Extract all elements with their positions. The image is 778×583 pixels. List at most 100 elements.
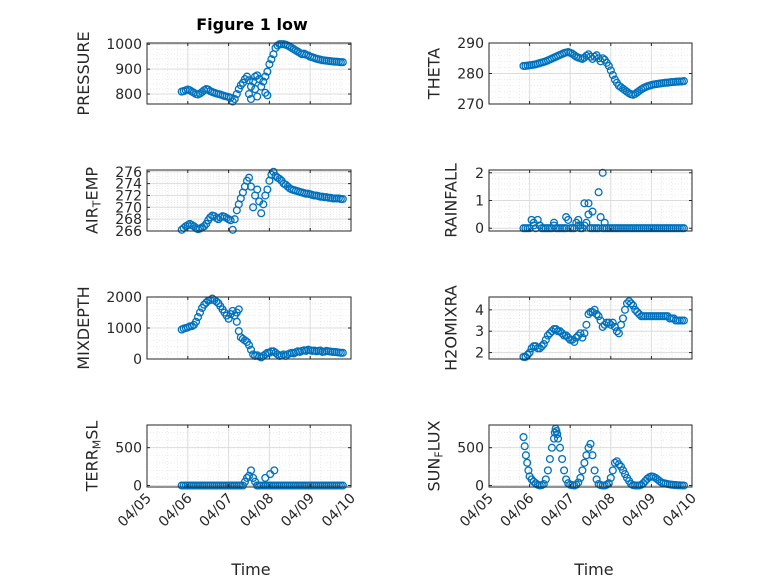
data-point xyxy=(263,67,272,76)
y-tick-label: 500 xyxy=(457,441,484,457)
data-point xyxy=(539,339,548,349)
data-point xyxy=(204,85,213,94)
data-point xyxy=(251,85,260,94)
data-point xyxy=(316,346,325,355)
data-point xyxy=(543,466,552,475)
data-point xyxy=(338,58,347,67)
data-point xyxy=(580,458,589,467)
data-point xyxy=(265,60,274,69)
data-point xyxy=(558,454,567,464)
x-tick-label: 04/07 xyxy=(538,491,578,531)
data-point xyxy=(614,329,623,338)
data-point xyxy=(592,310,601,319)
y-tick-label: 268 xyxy=(115,212,142,228)
data-point xyxy=(590,466,599,475)
data-point xyxy=(578,333,587,342)
data-series xyxy=(519,297,688,361)
data-point xyxy=(246,82,256,91)
data-point xyxy=(535,221,544,230)
y-tick-label: 280 xyxy=(457,67,484,83)
y-tick-label: 3 xyxy=(475,324,484,340)
y-tick-label: 272 xyxy=(115,188,142,204)
data-point xyxy=(224,314,233,323)
y-tick-label: 290 xyxy=(457,36,484,52)
data-point xyxy=(610,458,619,467)
y-tick-label: 2000 xyxy=(106,290,142,306)
axes-frame xyxy=(146,42,352,105)
data-point xyxy=(547,327,556,336)
data-series xyxy=(177,466,347,490)
axes-frame xyxy=(146,169,352,232)
data-point xyxy=(590,52,599,61)
x-axis-label-left: Time xyxy=(230,560,270,579)
data-point xyxy=(244,89,254,99)
data-point xyxy=(338,348,347,357)
data-point xyxy=(598,168,607,177)
data-point xyxy=(564,333,573,342)
data-point xyxy=(531,342,540,351)
data-point xyxy=(555,327,565,336)
data-point xyxy=(275,174,284,183)
data-point xyxy=(612,327,621,336)
y-tick-label: 276 xyxy=(115,165,142,181)
data-point xyxy=(594,312,603,321)
data-point xyxy=(551,325,561,334)
data-point xyxy=(545,454,554,464)
data-point xyxy=(679,224,688,233)
data-point xyxy=(230,94,239,104)
data-point xyxy=(629,301,638,310)
data-point xyxy=(232,317,241,326)
data-point xyxy=(261,88,270,97)
data-point xyxy=(608,466,617,475)
y-tick-label: 4 xyxy=(475,303,484,319)
data-point xyxy=(572,333,581,342)
data-point xyxy=(606,66,615,75)
y-tick-label: 500 xyxy=(115,441,142,457)
data-point xyxy=(520,442,529,451)
h2omixra-panel: 2 3 4 H2OMIXRA xyxy=(442,285,693,371)
data-point xyxy=(576,329,585,338)
data-point xyxy=(598,322,607,331)
data-point xyxy=(191,317,201,326)
data-point xyxy=(606,320,615,329)
data-point xyxy=(614,460,623,469)
data-point xyxy=(193,313,203,322)
rainfall-panel: 0 1 2 RAINFALL xyxy=(442,163,693,238)
data-point xyxy=(570,51,579,60)
data-point xyxy=(604,318,613,327)
x-tick-label: 04/08 xyxy=(237,491,277,531)
y-tick-label: 1000 xyxy=(106,37,142,53)
chart-title: Figure 1 low xyxy=(196,15,308,34)
data-point xyxy=(230,481,239,490)
y-tick-label: 1 xyxy=(475,194,484,210)
axes-frame xyxy=(488,424,693,488)
data-point xyxy=(679,481,688,490)
data-point xyxy=(602,480,611,489)
data-point xyxy=(226,216,235,225)
x-tick-label: 04/07 xyxy=(197,491,237,531)
data-point xyxy=(588,207,597,216)
data-point xyxy=(226,481,235,490)
data-point xyxy=(230,215,239,224)
data-series xyxy=(519,168,688,233)
data-point xyxy=(244,173,254,182)
data-point xyxy=(580,329,589,338)
data-point xyxy=(253,481,262,490)
data-point xyxy=(200,222,209,231)
data-point xyxy=(527,344,536,353)
data-point xyxy=(625,297,634,306)
data-point xyxy=(633,307,642,317)
data-point xyxy=(631,305,640,314)
data-point xyxy=(608,70,617,80)
data-point xyxy=(588,307,597,317)
x-tick-label: 04/09 xyxy=(619,491,659,531)
data-point xyxy=(234,481,243,490)
data-point xyxy=(562,224,571,233)
theta-panel: 270 280 290 THETA xyxy=(425,36,693,113)
data-point xyxy=(553,430,562,439)
data-point xyxy=(242,473,252,482)
y-tick-label: 1000 xyxy=(106,321,142,337)
data-point xyxy=(253,92,262,101)
x-tick-label: 04/06 xyxy=(156,490,196,530)
